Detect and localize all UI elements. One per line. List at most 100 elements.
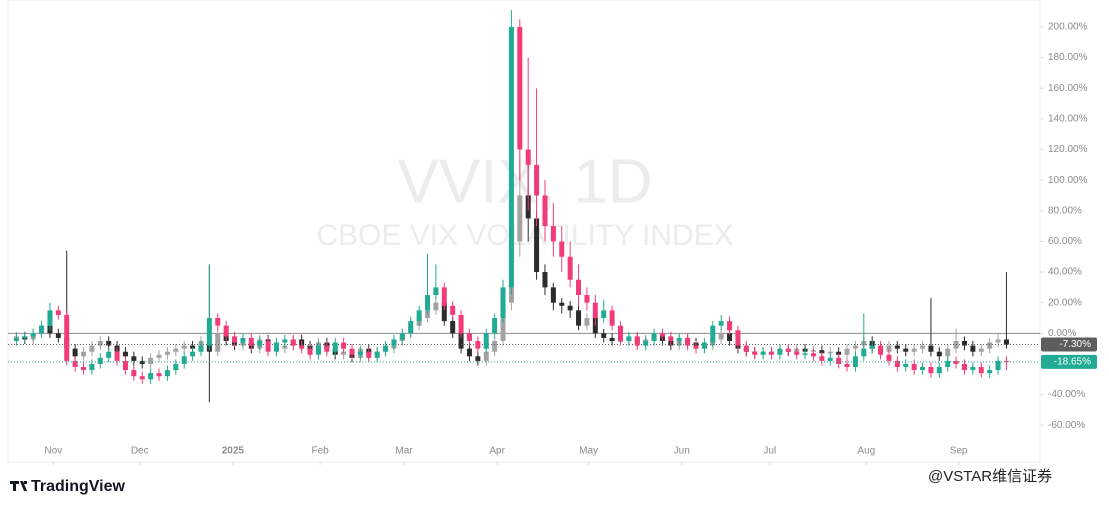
candle-body [466, 348, 472, 357]
candle-body [383, 345, 389, 352]
candle-body [190, 351, 196, 357]
candle-body [668, 336, 674, 341]
candle-body [609, 310, 615, 326]
candle-body [903, 348, 909, 352]
last-price-label: -18.65% [1054, 357, 1091, 368]
candle-body [626, 336, 632, 341]
candle-body [341, 342, 347, 349]
y-tick-label: 180.00% [1048, 52, 1088, 63]
y-tick-label: 160.00% [1048, 83, 1088, 94]
candle-body [349, 348, 355, 355]
candle-body [466, 333, 472, 341]
candle-body [173, 348, 179, 352]
candle-body [961, 340, 967, 346]
candle-body [567, 305, 573, 311]
candle-body [760, 351, 766, 355]
candle-body [181, 356, 187, 364]
candle-body [156, 373, 162, 377]
x-tick-label: 2025 [222, 446, 245, 457]
candle-body [601, 333, 607, 338]
candle-body [852, 345, 858, 349]
candle-body [458, 333, 464, 349]
candle-body [425, 295, 431, 311]
candle-body [81, 351, 87, 357]
candle-body [659, 333, 665, 337]
candle-body [357, 351, 363, 355]
y-tick-label: -40.00% [1048, 389, 1085, 400]
candle-body [718, 333, 724, 340]
candle-body [22, 336, 28, 338]
watermark-title: VVIX, 1D [398, 147, 653, 216]
candle-body [936, 351, 942, 357]
candle-body [131, 370, 137, 377]
candle-body [500, 287, 506, 319]
candle-body [584, 318, 590, 326]
candle-body [542, 272, 548, 288]
watermark-subtitle: CBOE VIX VOLATILITY INDEX [316, 219, 733, 252]
candle-body [550, 226, 556, 242]
x-tick-label: Sep [950, 446, 968, 457]
candle-body [995, 360, 1001, 371]
footer-logo: TradingView [10, 478, 126, 495]
logo-icon [10, 481, 27, 491]
footer-brand: TradingView [31, 478, 126, 495]
candle-body [13, 337, 19, 341]
candle-body [475, 340, 481, 349]
candle-body [198, 345, 204, 352]
marks [8, 10, 1040, 403]
candle-body [64, 314, 70, 361]
candle-body [676, 337, 682, 341]
candle-body [315, 345, 321, 355]
candle-body [416, 310, 422, 322]
candle-body [232, 336, 238, 343]
x-tick-label: Mar [395, 446, 413, 457]
last-price-label: -7.30% [1059, 339, 1091, 350]
candle-body [953, 360, 959, 364]
candle-body [752, 351, 758, 355]
candle-body [324, 345, 330, 352]
candle-body [550, 287, 556, 303]
candle-body [240, 337, 246, 343]
candle-body [785, 348, 791, 352]
candle-body [609, 337, 615, 341]
candle-body [391, 339, 397, 346]
candle-body [366, 351, 372, 358]
candle-body [106, 340, 112, 346]
candle-body [156, 354, 162, 358]
candle-body [559, 302, 565, 306]
candle-body [30, 333, 36, 337]
candle-body [743, 345, 749, 352]
candle-body [559, 241, 565, 257]
footer-watermark: @VSTAR维信证券 [928, 468, 1052, 485]
candle-body [257, 340, 263, 346]
x-tick-label: Feb [311, 446, 329, 457]
candle-body [139, 360, 145, 364]
x-tick-label: Aug [857, 446, 875, 457]
candle-body [777, 348, 783, 355]
candle-body [223, 325, 229, 337]
candle-body [861, 348, 867, 357]
candle-body [970, 367, 976, 371]
candle-body [1003, 360, 1009, 362]
candle-body [542, 195, 548, 227]
x-tick-label: Nov [44, 446, 62, 457]
y-tick-label: -60.00% [1048, 420, 1085, 431]
candle-body [122, 360, 128, 371]
candle-body [920, 367, 926, 371]
candle-body [911, 348, 917, 352]
candle-body [576, 310, 582, 326]
candle-body [886, 354, 892, 361]
candle-body [89, 345, 95, 352]
candle-body [978, 348, 984, 352]
candle-body [869, 345, 875, 349]
candle-body [710, 325, 716, 343]
candle-body [475, 356, 481, 361]
candle-body [727, 333, 733, 341]
candle-body [433, 287, 439, 296]
labels: -60.00%-40.00%-20.00%0.00%20.00%40.00%60… [44, 22, 1097, 465]
candle-body [693, 345, 699, 349]
candle-body [995, 339, 1001, 343]
candle-body [433, 302, 439, 311]
